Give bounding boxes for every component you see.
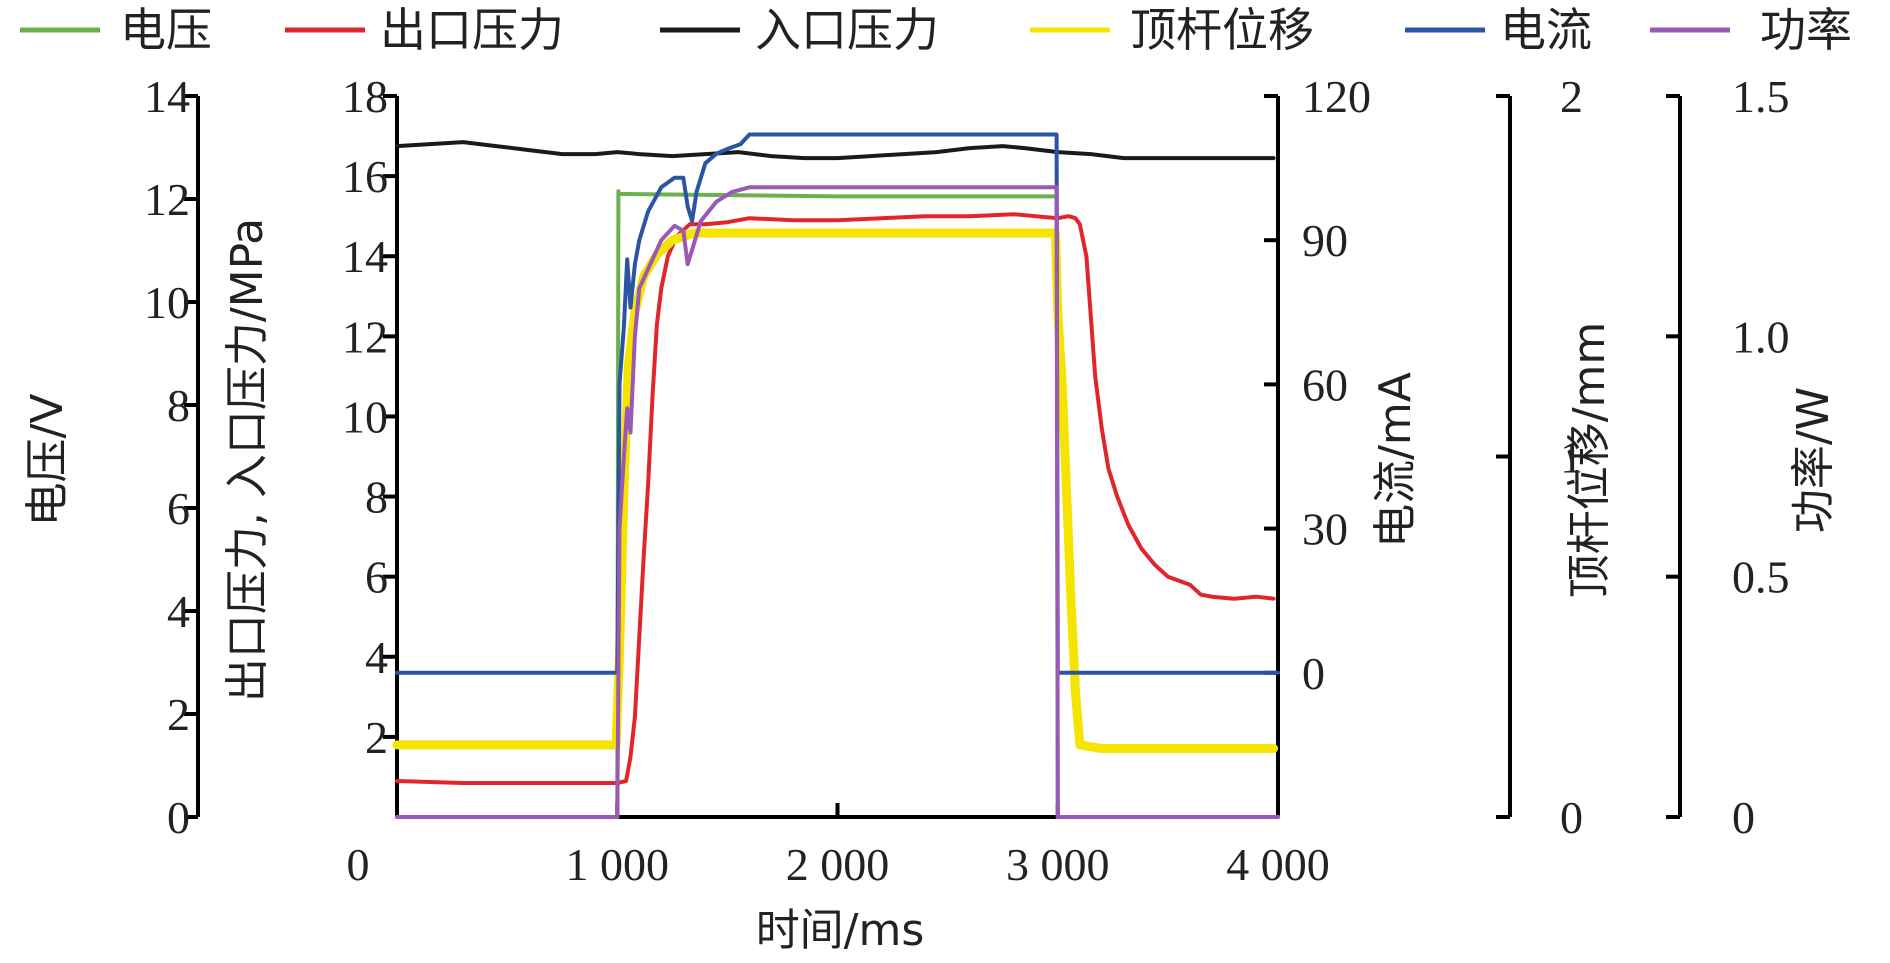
voltage-tick-label: 8: [167, 380, 190, 431]
legend-label: 入口压力: [755, 3, 939, 57]
legend-item: 顶杆位移: [1030, 3, 1314, 57]
power-tick-label: 0: [1732, 792, 1755, 843]
voltage-tick-label: 10: [144, 277, 190, 328]
voltage-axis-title: 电压/V: [22, 394, 73, 527]
legend-label: 出口压力: [380, 3, 564, 57]
voltage-tick-label: 2: [167, 689, 190, 740]
legend-item: 出口压力: [285, 3, 564, 57]
pressure-tick-label: 10: [342, 391, 388, 442]
series-line-2: [395, 140, 1276, 161]
displacement-tick-label: 2: [1560, 71, 1583, 122]
power-tick-label: 1.0: [1732, 311, 1790, 362]
legend-item: 电流: [1405, 3, 1592, 57]
power-axis: 0 0.5 1.0 1.5 功率/W: [1666, 71, 1839, 843]
chart-legend: 电压 出口压力 入口压力 顶杆位移 电流 功率: [20, 3, 1852, 57]
x-axis: 0 1 000 2 000 3 000 4 000 时间/ms: [347, 803, 1330, 956]
voltage-tick-label: 12: [144, 174, 190, 225]
legend-label: 电压: [120, 3, 212, 57]
pressure-tick-label: 2: [365, 712, 388, 763]
legend-item: 入口压力: [660, 3, 939, 57]
power-axis-title: 功率/W: [1788, 387, 1839, 533]
pressure-axis: 2 4 6 8 10 12 14 16 18 出口压力, 入口压力/MPa: [222, 71, 399, 817]
plot-area: [392, 132, 1280, 819]
x-tick-label: 3 000: [1006, 839, 1110, 890]
x-tick-label: 4 000: [1226, 839, 1330, 890]
legend-item: 功率: [1650, 3, 1852, 57]
current-tick-label: 30: [1302, 504, 1348, 555]
power-tick-label: 1.5: [1732, 71, 1790, 122]
current-tick-label: 60: [1302, 359, 1348, 410]
legend-label: 功率: [1760, 3, 1852, 57]
series-line-0: [395, 189, 1280, 819]
displacement-tick-label: 1: [1560, 432, 1583, 483]
pressure-tick-label: 12: [342, 311, 388, 362]
current-axis-title: 电流/mA: [1370, 372, 1421, 548]
pressure-tick-label: 6: [365, 552, 388, 603]
voltage-tick-label: 0: [167, 792, 190, 843]
current-tick-label: 0: [1302, 648, 1325, 699]
series-line-5: [395, 185, 1280, 819]
series-line-1: [395, 212, 1276, 785]
x-tick-label: 0: [347, 839, 370, 890]
legend-label: 顶杆位移: [1130, 3, 1314, 57]
voltage-tick-label: 6: [167, 483, 190, 534]
current-tick-label: 120: [1302, 71, 1371, 122]
pressure-tick-label: 14: [342, 231, 388, 282]
pressure-tick-label: 18: [342, 71, 388, 122]
displacement-axis: 0 1 2 顶杆位移/mm: [1496, 71, 1615, 843]
series-line-4: [395, 132, 1280, 675]
power-tick-label: 0.5: [1732, 552, 1790, 603]
pressure-tick-label: 16: [342, 151, 388, 202]
current-axis: 0 30 60 90 120 电流/mA: [1264, 71, 1421, 817]
voltage-tick-label: 4: [167, 586, 190, 637]
x-tick-label: 2 000: [786, 839, 890, 890]
x-tick-label: 1 000: [566, 839, 670, 890]
legend-label: 电流: [1500, 3, 1592, 57]
displacement-tick-label: 0: [1560, 792, 1583, 843]
voltage-axis: 0 2 4 6 8 10 12 14 电压/V: [22, 71, 200, 843]
voltage-tick-label: 14: [144, 71, 190, 122]
pressure-axis-title: 出口压力, 入口压力/MPa: [222, 218, 273, 702]
pressure-tick-label: 8: [365, 472, 388, 523]
pressure-tick-label: 4: [365, 632, 388, 683]
series-line-3: [392, 228, 1279, 753]
displacement-axis-title: 顶杆位移/mm: [1564, 322, 1615, 599]
legend-item: 电压: [20, 3, 212, 57]
current-tick-label: 90: [1302, 215, 1348, 266]
x-axis-title: 时间/ms: [756, 905, 925, 956]
